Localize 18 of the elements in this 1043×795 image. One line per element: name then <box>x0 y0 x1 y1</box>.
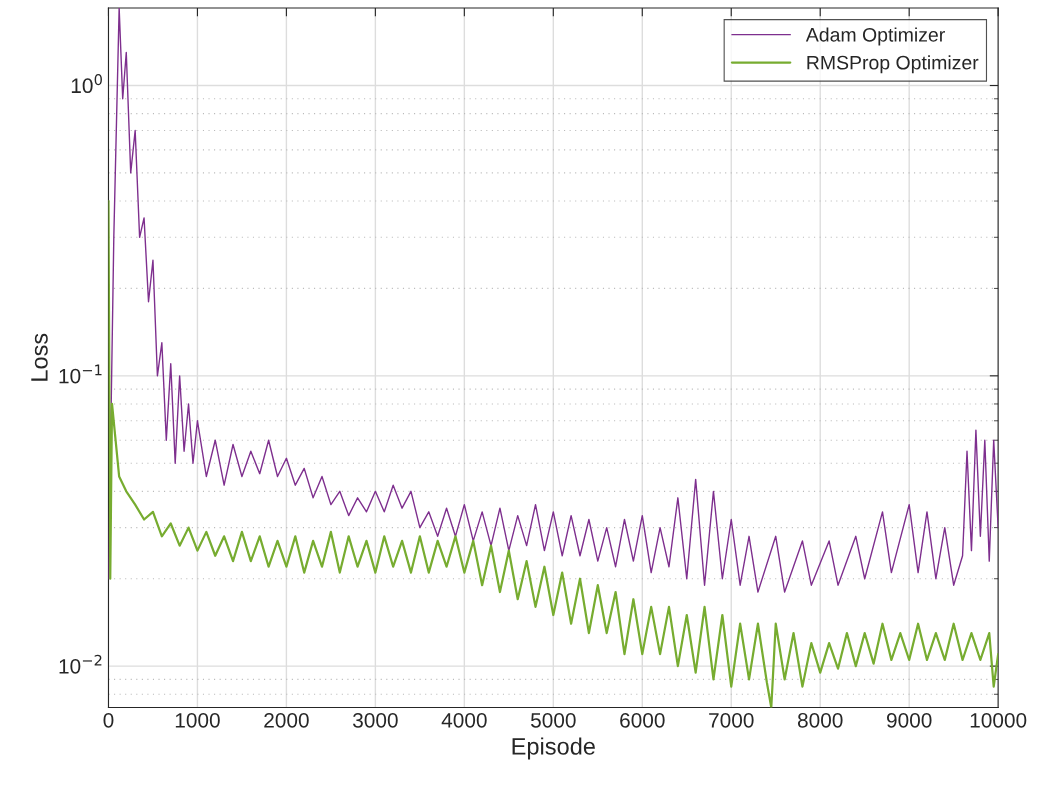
x-axis-title: Episode <box>512 737 595 760</box>
y-tick-label: 10$^{−2}$ <box>59 654 102 674</box>
x-tick-label: 0 <box>103 712 114 728</box>
x-tick-label: 1000 <box>175 712 220 728</box>
legend-label: Adam Optimizer <box>805 27 945 46</box>
x-tick-label: 10000 <box>970 712 1027 728</box>
x-tick-label: 7000 <box>709 712 754 728</box>
legend-label: RMSProp Optimizer <box>807 55 979 74</box>
y-axis-title: Loss <box>31 333 48 381</box>
x-tick-label: 4000 <box>441 712 487 728</box>
y-tick-label: 10$^{0}$ <box>71 74 102 94</box>
x-tick-label: 3000 <box>353 712 398 728</box>
x-tick-label: 2000 <box>264 712 309 728</box>
x-tick-label: 5000 <box>530 712 576 728</box>
y-tick-label: 10$^{−1}$ <box>59 364 102 384</box>
x-tick-label: 6000 <box>620 712 665 728</box>
x-tick-label: 8000 <box>797 712 843 728</box>
x-tick-label: 9000 <box>886 712 932 728</box>
